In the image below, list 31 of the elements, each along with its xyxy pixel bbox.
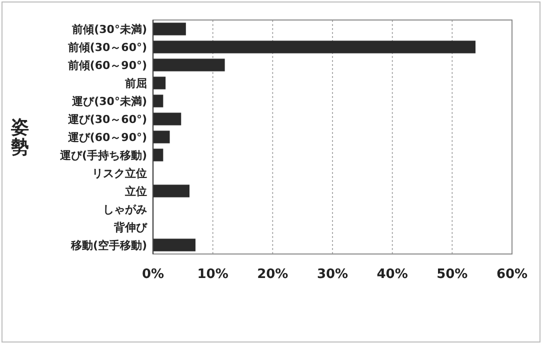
- bar: [153, 58, 225, 72]
- bar: [153, 238, 196, 252]
- x-tick-label: 30%: [316, 267, 348, 282]
- bar: [153, 130, 170, 144]
- y-tick-label: 前傾(60～90°): [66, 59, 147, 72]
- y-tick-label: リスク立位: [92, 167, 147, 180]
- bar: [153, 148, 164, 162]
- y-tick-label: 運び(60～90°): [66, 131, 147, 144]
- y-tick-label: 立位: [124, 185, 147, 198]
- x-tick-label: 50%: [436, 267, 468, 282]
- y-tick-label: しゃがみ: [103, 203, 147, 216]
- y-tick-label: 運び(30～60°): [66, 113, 147, 126]
- x-tick-label: 20%: [257, 267, 288, 282]
- x-tick-label: 10%: [197, 267, 228, 282]
- x-tick-label: 60%: [496, 267, 528, 282]
- y-axis-title: 姿勢: [10, 117, 29, 158]
- bar: [153, 112, 182, 126]
- bar: [153, 184, 190, 198]
- bar: [153, 40, 476, 54]
- bar: [153, 94, 164, 108]
- x-tick-label: 0%: [142, 267, 164, 282]
- y-tick-label: 移動(空手移動): [70, 239, 147, 252]
- y-tick-label: 前傾(30°未満): [71, 23, 147, 36]
- bar: [153, 22, 186, 36]
- y-tick-label: 運び(手持ち移動): [58, 149, 147, 162]
- y-tick-label: 前傾(30～60°): [66, 41, 147, 54]
- y-tick-label: 前屈: [124, 77, 147, 90]
- y-tick-label: 背伸び: [113, 221, 148, 234]
- bar: [153, 76, 166, 90]
- x-tick-label: 40%: [376, 267, 408, 282]
- y-tick-label: 運び(30°未満): [71, 95, 147, 108]
